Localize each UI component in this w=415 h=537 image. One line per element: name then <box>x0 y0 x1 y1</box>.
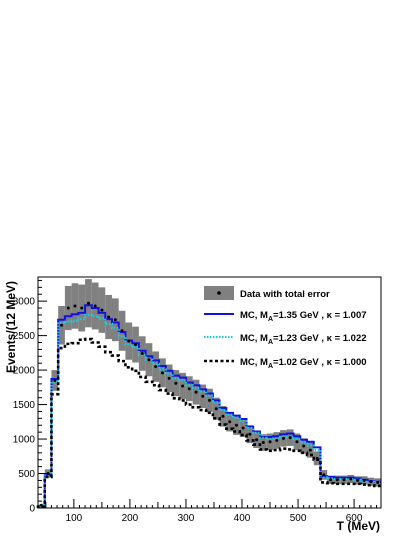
data-point <box>80 306 84 310</box>
data-point <box>302 444 306 448</box>
data-point <box>261 440 265 444</box>
data-point <box>181 384 185 388</box>
legend-label-mc-3: MC, MA=1.02 GeV , κ = 1.000 <box>240 357 367 370</box>
data-point <box>127 339 131 343</box>
legend-label-data: Data with total error <box>240 289 330 300</box>
data-point <box>214 407 218 411</box>
data-point <box>295 440 299 444</box>
plot-frame <box>37 276 382 509</box>
data-point <box>208 398 211 402</box>
data-point <box>275 438 279 442</box>
data-point <box>154 365 158 369</box>
data-point <box>288 436 292 440</box>
data-point <box>322 473 326 477</box>
data-point <box>248 432 252 436</box>
x-tick-label: 400 <box>234 513 251 524</box>
data-point <box>174 381 178 385</box>
x-tick-label: 600 <box>346 513 363 524</box>
data-point <box>187 387 191 391</box>
data-point <box>93 304 97 308</box>
data-point <box>281 436 285 440</box>
data-point <box>147 358 151 362</box>
data-point <box>349 477 353 481</box>
x-tick-label: 300 <box>178 513 195 524</box>
data-point <box>369 480 373 484</box>
data-point <box>315 456 319 460</box>
data-point <box>308 448 312 452</box>
x-tick-label: 100 <box>66 513 83 524</box>
data-point <box>60 323 64 327</box>
legend-label-mc-1: MC, MA=1.35 GeV , κ = 1.007 <box>240 310 367 323</box>
y-tick-label: 2000 <box>13 366 36 377</box>
y-tick-label: 2500 <box>13 331 36 342</box>
legend: Data with total error MC, MA=1.35 GeV , κ… <box>204 286 367 370</box>
data-point <box>107 315 111 319</box>
mc-series-line-3 <box>36 337 381 508</box>
data-point <box>120 329 124 333</box>
y-tick-label: 0 <box>29 504 35 515</box>
x-tick-label: 200 <box>122 513 139 524</box>
data-point <box>73 304 77 308</box>
data-point <box>160 371 164 375</box>
data-point <box>53 378 57 382</box>
data-point <box>241 426 245 430</box>
data-point <box>140 352 144 356</box>
data-point <box>167 376 171 380</box>
data-point <box>376 480 380 484</box>
y-tick-label: 1000 <box>13 435 36 446</box>
data-point <box>228 420 232 424</box>
data-point <box>362 478 366 482</box>
y-tick-label: 3000 <box>13 297 36 308</box>
data-point <box>255 438 259 442</box>
data-points <box>39 301 380 507</box>
data-point <box>113 318 117 322</box>
data-point <box>100 308 104 312</box>
legend-swatch-point <box>217 291 221 295</box>
data-point <box>342 478 346 482</box>
mc-histograms <box>36 304 381 508</box>
data-point <box>355 478 359 482</box>
data-point <box>221 414 225 418</box>
y-tick-label: 1500 <box>13 400 36 411</box>
data-point <box>134 343 138 347</box>
x-axis: 100 200 300 400 500 600 <box>45 499 378 524</box>
data-point <box>46 472 50 476</box>
data-point <box>234 423 238 427</box>
data-point <box>268 440 272 444</box>
data-point <box>201 394 205 398</box>
data-point <box>194 390 198 394</box>
y-axis: 0 500 1000 1500 2000 2500 3000 <box>13 279 47 515</box>
data-point <box>86 301 90 305</box>
data-point <box>66 306 70 310</box>
mc-series-line-1 <box>37 304 381 508</box>
y-axis-label: Events/(12 MeV) <box>4 281 18 373</box>
legend-label-mc-2: MC, MA=1.23 GeV , κ = 1.022 <box>240 333 367 346</box>
data-point <box>39 503 43 507</box>
data-point <box>329 478 333 482</box>
y-tick-label: 500 <box>18 469 35 480</box>
x-tick-label: 500 <box>290 513 307 524</box>
data-point <box>335 478 339 482</box>
mc-series-line-2 <box>36 313 381 508</box>
x-axis-label: T (MeV) <box>337 519 380 533</box>
